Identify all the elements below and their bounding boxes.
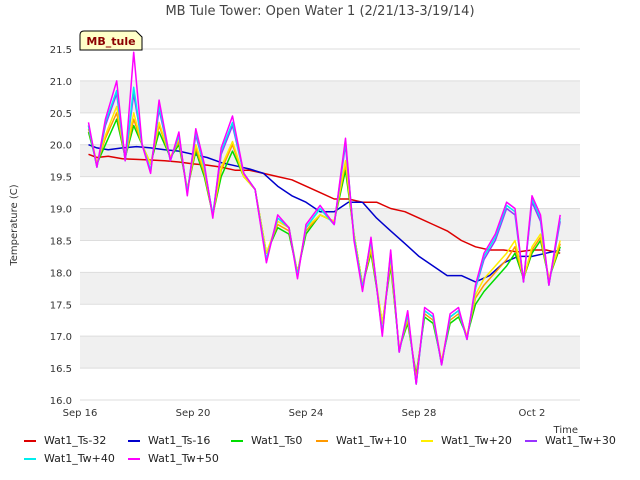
legend-swatch <box>128 457 140 460</box>
y-tick-label: 18.0 <box>50 268 72 279</box>
legend-item: Wat1_Tw+40 <box>24 452 115 465</box>
plot-bands <box>80 49 580 400</box>
y-tick-label: 17.0 <box>50 332 72 343</box>
y-tick-label: 19.0 <box>50 205 72 216</box>
x-tick-label: Sep 20 <box>176 408 211 419</box>
plot-grid <box>80 48 580 401</box>
y-tick-label: 21.0 <box>50 77 72 88</box>
grid-band <box>80 336 580 369</box>
site-tag-label: MB_tule <box>86 35 135 48</box>
legend-label: Wat1_Tw+40 <box>44 452 115 465</box>
legend-swatch <box>24 457 36 460</box>
y-tick-label: 16.5 <box>50 364 72 375</box>
legend-swatch <box>421 439 433 442</box>
x-tick-label: Sep 16 <box>63 408 98 419</box>
legend-label: Wat1_Tw+50 <box>148 452 219 465</box>
legend-label: Wat1_Tw+10 <box>336 434 407 447</box>
data-lines <box>87 51 561 385</box>
legend-item: Wat1_Tw+30 <box>525 434 616 447</box>
site-tag-box <box>79 30 143 51</box>
legend-label: Wat1_Tw+30 <box>545 434 616 447</box>
legend-label: Wat1_Ts0 <box>251 434 303 447</box>
y-tick-label: 21.5 <box>50 45 72 56</box>
legend-item: Wat1_Tw+10 <box>316 434 407 447</box>
x-axis-label: Time <box>553 425 578 436</box>
y-tick-label: 20.5 <box>50 109 72 120</box>
legend-item: Wat1_Ts-16 <box>128 434 210 447</box>
legend-item: Wat1_Tw+50 <box>128 452 219 465</box>
y-tick-label: 18.5 <box>50 236 72 247</box>
y-tick-label: 17.5 <box>50 300 72 311</box>
y-tick-label: 16.0 <box>50 396 72 407</box>
legend-swatch <box>24 439 36 442</box>
x-tick-label: Oct 2 <box>519 408 546 419</box>
legend-swatch <box>316 439 328 442</box>
x-axis-ticks: Sep 16 Sep 20 Sep 24 Sep 28 Oct 2 <box>63 408 546 419</box>
y-tick-label: 20.0 <box>50 141 72 152</box>
legend-swatch <box>525 439 537 442</box>
y-tick-label: 19.5 <box>50 173 72 184</box>
grid-band <box>80 272 580 305</box>
legend-label: Wat1_Ts-16 <box>148 434 211 447</box>
site-tag: MB_tule <box>79 30 143 51</box>
series-line-wat1-ts-32 <box>88 153 561 254</box>
y-axis-ticks: 16.0 16.5 17.0 17.5 18.0 18.5 19.0 19.5 20.0 20.5… <box>50 45 72 407</box>
legend-item: Wat1_Ts0 <box>231 434 302 447</box>
series-line-wat1-tw-50 <box>87 51 561 385</box>
y-axis-label: Temperature (C) <box>9 184 20 266</box>
legend-swatch <box>128 439 140 442</box>
x-tick-label: Sep 28 <box>402 408 437 419</box>
series-line-wat1-ts-16 <box>88 143 561 283</box>
legend-label: Wat1_Tw+20 <box>441 434 512 447</box>
x-tick-label: Sep 24 <box>289 408 324 419</box>
legend-label: Wat1_Ts-32 <box>44 434 107 447</box>
grid-band <box>80 80 580 113</box>
legend-item: Wat1_Tw+20 <box>421 434 512 447</box>
chart-title: MB Tule Tower: Open Water 1 (2/21/13-3/1… <box>165 4 474 19</box>
legend: Wat1_Ts-32 Wat1_Ts-16 Wat1_Ts0 Wat1_Tw+10 Wa… <box>0 434 640 474</box>
legend-swatch <box>231 439 243 442</box>
legend-item: Wat1_Ts-32 <box>24 434 106 447</box>
